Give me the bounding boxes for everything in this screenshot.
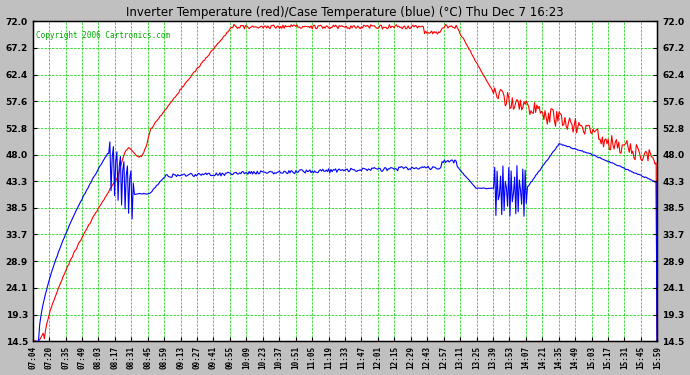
Text: Copyright 2006 Cartronics.com: Copyright 2006 Cartronics.com [36, 31, 170, 40]
Title: Inverter Temperature (red)/Case Temperature (blue) (°C) Thu Dec 7 16:23: Inverter Temperature (red)/Case Temperat… [126, 6, 564, 18]
